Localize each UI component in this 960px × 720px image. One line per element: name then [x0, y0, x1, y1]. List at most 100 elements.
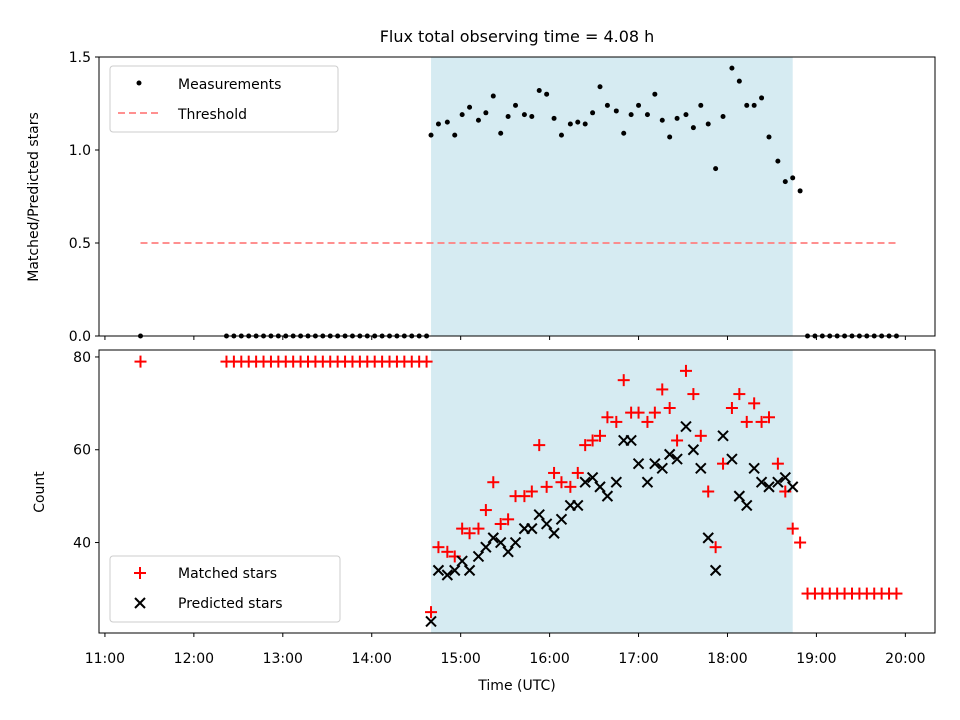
- predicted-star-point: [702, 532, 714, 544]
- predicted-star-point: [548, 527, 560, 539]
- matched-star-point: [502, 513, 515, 526]
- predicted-star-point: [456, 555, 468, 567]
- measurement-point: [644, 112, 650, 118]
- measurement-point: [751, 102, 757, 108]
- measurement-point: [729, 65, 735, 71]
- matched-star-point: [610, 415, 623, 428]
- x-tick-label: 16:00: [529, 651, 569, 667]
- matched-star-point: [525, 485, 538, 498]
- measurement-point: [736, 78, 742, 84]
- predicted-star-point: [463, 564, 476, 577]
- measurement-point: [544, 91, 550, 97]
- predicted-star-point: [449, 564, 461, 577]
- predicted-star-point: [441, 569, 454, 581]
- x-tick-label: 13:00: [263, 651, 303, 667]
- measurement-point: [621, 130, 627, 136]
- matched-star-point: [494, 517, 507, 530]
- predicted-star-point: [748, 462, 760, 475]
- matched-star-point: [755, 415, 768, 428]
- matched-star-point: [564, 480, 577, 493]
- legend-threshold-label: Threshold: [177, 107, 247, 123]
- predicted-star-point: [717, 430, 729, 442]
- measurement-point: [575, 119, 581, 125]
- matched-star-point: [548, 466, 561, 479]
- matched-star-point: [487, 476, 500, 489]
- measurement-point: [459, 112, 465, 118]
- measurement-point: [797, 188, 803, 194]
- predicted-star-point: [472, 550, 485, 563]
- top-axes-frame: [98, 56, 936, 337]
- predicted-star-point: [586, 471, 599, 484]
- measurement-point: [720, 114, 726, 120]
- measurement-point: [467, 104, 473, 110]
- predicted-star-point: [779, 471, 791, 484]
- x-tick-label: 11:00: [85, 651, 125, 667]
- predicted-star-point: [594, 481, 606, 493]
- matched-star-point: [441, 545, 454, 558]
- top-y-ticks: 0.0 0.5 1.0 1.5: [69, 50, 99, 345]
- matched-star-point: [771, 457, 784, 470]
- predicted-star-point: [709, 564, 722, 577]
- y-tick-label: 1.5: [69, 50, 91, 66]
- predicted-star-point: [641, 476, 654, 488]
- predicted-star-point: [726, 453, 738, 465]
- predicted-star-point: [755, 476, 768, 488]
- predicted-star-point: [533, 508, 545, 521]
- predicted-star-point: [671, 453, 683, 465]
- predicted-star-point: [502, 546, 514, 558]
- measurement-point: [490, 93, 496, 99]
- legend-predicted-label: Predicted stars: [178, 596, 283, 612]
- predicted-star-point: [680, 420, 692, 433]
- y-tick-label: 1.0: [69, 143, 91, 159]
- matched-star-point: [463, 527, 476, 540]
- measurement-point: [444, 119, 450, 125]
- predicted-star-point: [763, 481, 775, 493]
- matched-star-point: [786, 522, 799, 535]
- predicted-star-point: [425, 615, 437, 628]
- measurement-point: [498, 130, 504, 136]
- measurement-point: [790, 175, 796, 181]
- matched-star-point: [794, 536, 807, 549]
- matched-star-point: [694, 429, 707, 442]
- predicted-star-point: [687, 444, 700, 456]
- bottom-legend: Matched stars Predicted stars: [109, 555, 341, 623]
- predicted-star-point: [480, 541, 492, 553]
- matched-star-point: [586, 434, 599, 447]
- predicted-star-point: [656, 462, 668, 475]
- predicted-star-point: [695, 462, 707, 475]
- matched-star-point: [555, 476, 568, 489]
- measurement-point: [475, 117, 481, 123]
- matched-star-point: [671, 434, 684, 447]
- predicted-star-point: [632, 457, 645, 470]
- predicted-star-point: [625, 434, 637, 447]
- predicted-star-point: [741, 499, 753, 512]
- predicted-star-point: [494, 536, 507, 549]
- measurement-point: [698, 102, 704, 108]
- matched-star-point: [748, 397, 761, 410]
- matched-star-point: [617, 374, 630, 387]
- matched-star-point: [725, 401, 738, 414]
- predicted-star-point: [540, 518, 553, 530]
- measurement-point: [505, 114, 511, 120]
- measurement-point: [683, 112, 689, 118]
- measurement-point: [775, 158, 781, 164]
- predicted-star-point: [663, 448, 676, 461]
- top-legend: Measurements Threshold: [109, 65, 339, 133]
- top-x-ticks: [104, 336, 906, 340]
- matched-star-point: [472, 522, 485, 535]
- measurement-point: [744, 102, 750, 108]
- predicted-star-point: [579, 476, 591, 488]
- y-tick-label: 0.5: [69, 236, 91, 252]
- count-points: [134, 355, 903, 628]
- x-tick-label: 17:00: [618, 651, 658, 667]
- bottom-axes-frame: [98, 349, 936, 634]
- measurement-point: [659, 117, 665, 123]
- top-panel: 0.0 0.5 1.0 1.5 Matched/Predicted stars Mea…: [26, 50, 936, 345]
- legend-matched-label: Matched stars: [178, 566, 277, 582]
- matched-star-point: [740, 415, 753, 428]
- measurement-point: [582, 121, 588, 127]
- predicted-star-point: [572, 499, 584, 512]
- x-tick-label: 18:00: [707, 651, 747, 667]
- matched-star-point: [579, 439, 592, 452]
- bottom-y-axis-label: Count: [32, 471, 48, 513]
